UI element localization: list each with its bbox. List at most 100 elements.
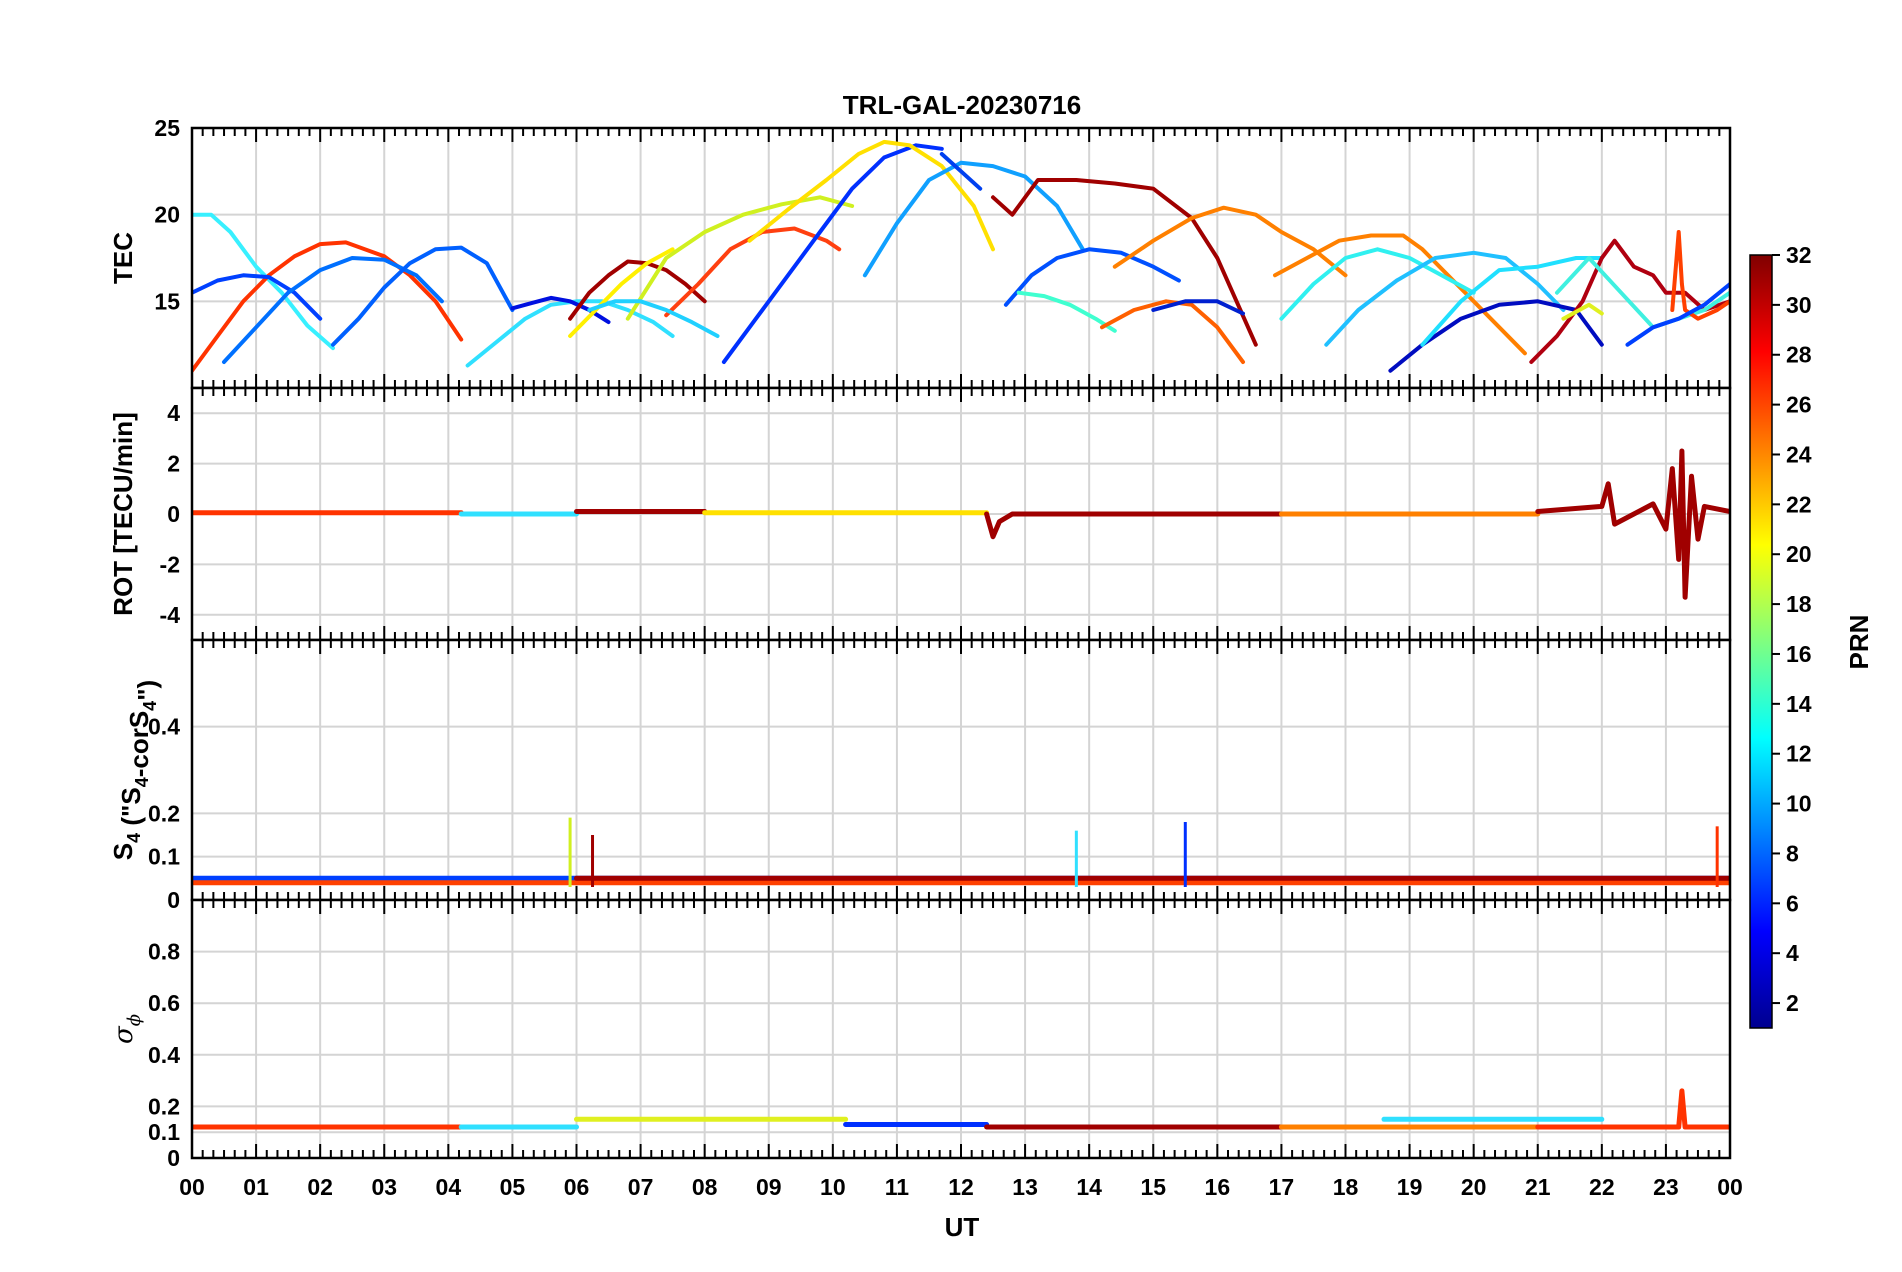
x-tick-label: 07 bbox=[628, 1174, 654, 1200]
colorbar-gradient bbox=[1749, 254, 1773, 1029]
series-group bbox=[192, 1088, 1730, 1130]
series-line-14 bbox=[862, 160, 1085, 278]
x-tick-label: 06 bbox=[564, 1174, 590, 1200]
y-tick-label: -4 bbox=[160, 602, 181, 628]
y-tick-label: 0.4 bbox=[148, 714, 180, 740]
series-line-30 bbox=[1670, 230, 1730, 321]
colorbar-tick-label: 28 bbox=[1786, 342, 1812, 368]
y-tick-label: 0.1 bbox=[148, 844, 180, 870]
series-line-13 bbox=[747, 139, 995, 252]
y-axis-label: TEC bbox=[108, 232, 138, 284]
series-line-21 bbox=[1151, 299, 1245, 316]
y-tick-label: 15 bbox=[154, 288, 180, 314]
series-line-4 bbox=[331, 245, 515, 347]
series-line-2 bbox=[192, 273, 323, 321]
series-group bbox=[192, 448, 1730, 600]
y-axis-label: σϕ bbox=[109, 1014, 145, 1044]
series-line-1 bbox=[192, 240, 464, 373]
x-tick-label: 00 bbox=[179, 1174, 205, 1200]
colorbar-tick-label: 2 bbox=[1786, 990, 1799, 1016]
panel-sigma: 00.10.2 0.4 0.6 0.8 σϕ bbox=[109, 898, 1732, 1171]
chart-title: TRL-GAL-20230716 bbox=[843, 90, 1081, 120]
colorbar-tick-label: 30 bbox=[1786, 292, 1812, 318]
series-group bbox=[192, 817, 1730, 887]
x-tick-label: 00 bbox=[1717, 1174, 1743, 1200]
y-tick-label: 4 bbox=[167, 400, 180, 426]
colorbar-tick-label: 18 bbox=[1786, 591, 1812, 617]
x-tick-label: 09 bbox=[756, 1174, 782, 1200]
colorbar-tick-label: 26 bbox=[1786, 392, 1812, 418]
panel-rot: -4 -2 0 2 4 ROT [TECU/min] bbox=[108, 386, 1732, 642]
colorbar-tick-label: 6 bbox=[1786, 890, 1799, 916]
y-tick-label: 0.8 bbox=[148, 939, 180, 965]
colorbar-tick-label: 4 bbox=[1786, 940, 1799, 966]
series-line-24 bbox=[1324, 250, 1566, 347]
y-tick-label: 0 bbox=[167, 887, 180, 913]
y-tick-label: 25 bbox=[154, 115, 180, 141]
x-tick-label: 19 bbox=[1397, 1174, 1423, 1200]
colorbar-tick-label: 16 bbox=[1786, 641, 1812, 667]
x-axis-label: UT bbox=[945, 1212, 980, 1242]
x-tick-label: 12 bbox=[948, 1174, 974, 1200]
series-line-11 bbox=[587, 299, 720, 338]
colorbar-label: PRN bbox=[1844, 615, 1874, 670]
y-tick-label: 0.1 bbox=[148, 1119, 180, 1145]
series-line-6 bbox=[1535, 448, 1730, 600]
panel-s4: 0 0.1 0.2 0.4S4 ("S4-corS4") bbox=[108, 638, 1732, 913]
y-tick-label: 0 bbox=[167, 501, 180, 527]
colorbar-tick-label: 20 bbox=[1786, 541, 1812, 567]
colorbar-tick-label: 10 bbox=[1786, 791, 1812, 817]
x-tick-label: 15 bbox=[1140, 1174, 1166, 1200]
x-tick-label: 11 bbox=[885, 1174, 910, 1200]
axes-box bbox=[190, 898, 1732, 1160]
colorbar-tick-label: 22 bbox=[1786, 491, 1812, 517]
series-line-26 bbox=[1420, 256, 1604, 347]
series-line-28 bbox=[1561, 302, 1604, 321]
colorbar-tick-label: 24 bbox=[1786, 441, 1812, 467]
x-tick-label: 21 bbox=[1525, 1174, 1551, 1200]
x-tick-label: 08 bbox=[692, 1174, 718, 1200]
y-axis-label: ROT [TECU/min] bbox=[108, 412, 138, 616]
series-line-5 bbox=[465, 299, 675, 368]
series-line-3 bbox=[222, 256, 444, 364]
y-tick-label: 2 bbox=[167, 451, 180, 477]
series-line-18 bbox=[1016, 290, 1117, 333]
series-line-7 bbox=[1535, 1088, 1730, 1130]
x-tick-label: 04 bbox=[436, 1174, 462, 1200]
series-line-22 bbox=[1273, 233, 1527, 356]
series-line-8 bbox=[568, 247, 675, 338]
x-tick-label: 01 bbox=[243, 1174, 269, 1200]
y-tick-label: 0 bbox=[167, 1145, 180, 1171]
y-tick-label: 0.2 bbox=[148, 800, 180, 826]
series-line-17 bbox=[1003, 247, 1181, 307]
x-tick-label: 20 bbox=[1461, 1174, 1487, 1200]
series-line-19 bbox=[1112, 205, 1348, 278]
colorbar-tick-label: 8 bbox=[1786, 840, 1799, 866]
y-tick-label: 0.4 bbox=[148, 1042, 180, 1068]
series-line-23 bbox=[1279, 247, 1476, 321]
series-line-0 bbox=[192, 212, 335, 351]
series-group bbox=[192, 139, 1730, 373]
x-tick-label: 10 bbox=[820, 1174, 846, 1200]
x-tick-label: 18 bbox=[1333, 1174, 1359, 1200]
y-tick-label: -2 bbox=[160, 551, 180, 577]
x-tick-label: 13 bbox=[1012, 1174, 1038, 1200]
series-line-16 bbox=[991, 178, 1258, 347]
y-tick-label: 0.2 bbox=[148, 1093, 180, 1119]
x-tick-label: 22 bbox=[1589, 1174, 1615, 1200]
colorbar-tick-label: 32 bbox=[1786, 242, 1812, 268]
x-tick-label: 14 bbox=[1076, 1174, 1102, 1200]
colorbar-tick-label: 12 bbox=[1786, 741, 1812, 767]
series-line-31 bbox=[1625, 282, 1730, 347]
x-tick-label: 03 bbox=[371, 1174, 397, 1200]
y-tick-label: 0.6 bbox=[148, 990, 180, 1016]
x-tick-label: 02 bbox=[307, 1174, 333, 1200]
series-line-7 bbox=[568, 259, 707, 321]
series-line-15 bbox=[939, 152, 983, 191]
x-tick-label: 17 bbox=[1269, 1174, 1295, 1200]
y-axis-label: S4 ("S4-corS4") bbox=[108, 680, 162, 860]
x-tick-label: 16 bbox=[1205, 1174, 1231, 1200]
y-tick-label: 20 bbox=[154, 202, 180, 228]
